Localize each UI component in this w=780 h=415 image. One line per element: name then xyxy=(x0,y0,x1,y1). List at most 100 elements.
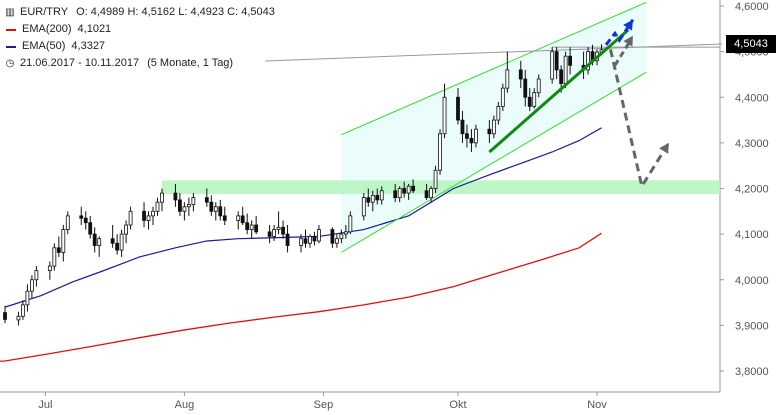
candle-body xyxy=(249,224,254,230)
x-tick-label: Aug xyxy=(175,399,195,411)
candle-body xyxy=(240,215,245,224)
candle-body xyxy=(334,238,339,244)
candle-body xyxy=(128,210,133,226)
candle-body xyxy=(330,229,335,244)
candle-body xyxy=(209,201,214,212)
bear-arrow-small-head xyxy=(623,35,633,47)
candle-body xyxy=(536,78,541,94)
candle-body xyxy=(236,215,241,221)
ema50-value: 4,3327 xyxy=(71,40,106,52)
ema200-label: EMA(200) xyxy=(22,23,72,35)
legend-row-range: ◷ 21.06.2017 - 10.11.2017 (5 Monate, 1 T… xyxy=(4,55,275,72)
candle-body xyxy=(532,92,537,107)
bull-arrow-line xyxy=(604,18,635,46)
y-tick-label: 4,6000 xyxy=(735,1,769,13)
channel-upper-line xyxy=(341,1,647,136)
y-tick-label: 4,0000 xyxy=(735,275,769,287)
candle-body xyxy=(406,185,411,194)
candle-body xyxy=(97,238,102,246)
candle-body xyxy=(527,96,532,107)
date-range: 21.06.2017 - 10.11.2017 xyxy=(20,57,140,69)
candle-body xyxy=(317,229,321,242)
candle-body xyxy=(160,192,164,203)
candle-body xyxy=(568,55,573,66)
candle-body xyxy=(361,197,366,217)
candle-body xyxy=(523,78,528,98)
candlestick-icon: ▥ xyxy=(5,7,15,18)
candle-body xyxy=(79,215,84,219)
candle-body xyxy=(34,270,39,281)
candle-body xyxy=(191,197,196,205)
candle-body xyxy=(370,194,375,203)
candle-body xyxy=(500,87,505,107)
candle-body xyxy=(379,190,384,201)
candle-body xyxy=(460,119,465,135)
candle-body xyxy=(16,315,21,321)
candle-body xyxy=(213,206,218,212)
ema50-line xyxy=(4,127,602,308)
x-tick-label: Sep xyxy=(314,399,334,411)
candle-body xyxy=(92,233,97,246)
candle-body xyxy=(186,204,191,208)
candle-body xyxy=(429,188,433,199)
ema200-line xyxy=(0,232,602,362)
candle-body xyxy=(586,51,590,71)
ema200-value: 4,1021 xyxy=(77,23,112,35)
range-detail: (5 Monate, 1 Tag) xyxy=(147,57,234,69)
candle-body xyxy=(442,96,447,135)
candle-body xyxy=(474,128,478,144)
candle-body xyxy=(88,222,93,235)
ema200-swatch xyxy=(6,28,16,31)
candle-body xyxy=(245,222,250,230)
candle-body xyxy=(563,55,568,84)
legend-row-symbol: ▥ EUR/TRY O: 4,4989 H: 4,5162 L: 4,4923 … xyxy=(4,4,275,21)
bull-arrow-head xyxy=(623,19,633,31)
last-price-line xyxy=(264,43,723,62)
candle-body xyxy=(25,290,30,306)
candle-body xyxy=(505,69,510,89)
candle-body xyxy=(402,188,407,194)
candle-body xyxy=(151,210,155,217)
candle-body xyxy=(312,236,317,242)
candle-body xyxy=(491,119,496,135)
candle-body xyxy=(21,304,25,317)
y-tick-label: 4,1000 xyxy=(735,229,769,241)
candle-body xyxy=(438,133,442,171)
bear-arrow-head-up xyxy=(659,142,669,154)
ema50-swatch xyxy=(6,45,16,48)
candle-body xyxy=(276,226,281,230)
bear-arrow-line xyxy=(609,49,671,191)
candle-body xyxy=(124,224,128,235)
x-tick-label: Okt xyxy=(449,399,466,411)
candle-body xyxy=(559,69,564,84)
y-tick-label: 4,3000 xyxy=(735,138,769,150)
candle-body xyxy=(155,201,160,212)
candle-body xyxy=(465,133,469,139)
legend-row-ema50: EMA(50) 4,3327 xyxy=(4,38,275,55)
candle-body xyxy=(83,217,88,224)
y-tick-label: 4,4000 xyxy=(735,92,769,104)
candle-body xyxy=(393,190,398,199)
candle-body xyxy=(303,238,308,244)
candle-body xyxy=(61,229,66,253)
candle-body xyxy=(433,169,438,189)
candle-body xyxy=(456,96,460,121)
trend-line xyxy=(488,28,630,154)
candle-body xyxy=(110,238,115,244)
y-tick-label: 3,9000 xyxy=(735,320,769,332)
candle-body xyxy=(142,210,146,221)
candle-body xyxy=(518,69,523,80)
candle-body xyxy=(299,238,303,246)
candle-body xyxy=(496,105,501,121)
candle-body xyxy=(375,194,380,201)
candle-body xyxy=(339,233,344,240)
candle-body xyxy=(254,224,259,233)
candle-body xyxy=(30,279,34,292)
legend-row-ema200: EMA(200) 4,1021 xyxy=(4,21,275,38)
bear-arrow-small xyxy=(613,39,632,67)
last-price-badge: 4,5043 xyxy=(726,35,776,53)
candle-body xyxy=(47,265,52,272)
candle-body xyxy=(52,247,57,267)
candle-body xyxy=(65,215,70,230)
